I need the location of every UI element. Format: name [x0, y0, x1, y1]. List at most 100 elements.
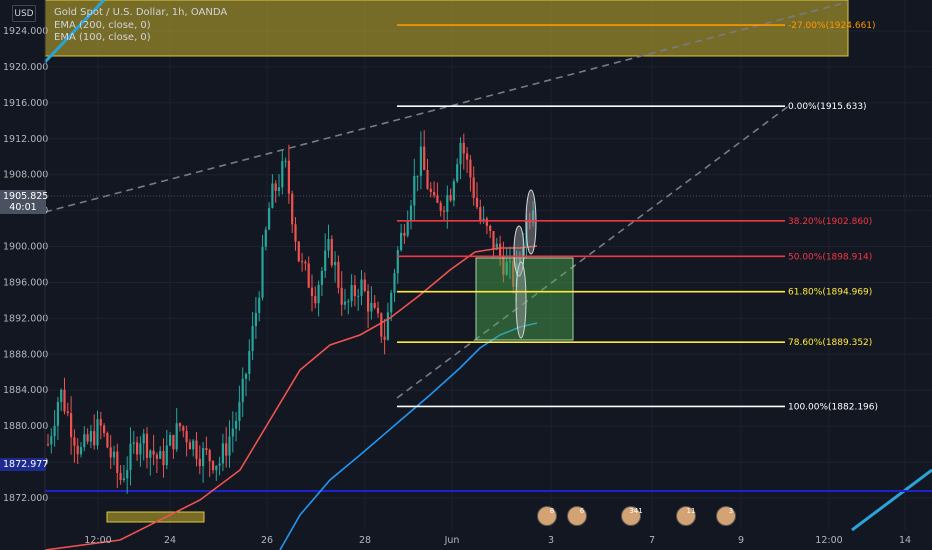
fibonacci-retracement[interactable]: -27.00%(1924.661) 0.00%(1915.633) 38.20%(1… — [397, 21, 878, 412]
candle-body — [343, 301, 347, 305]
candle-body — [155, 454, 158, 459]
candle-body — [475, 197, 479, 208]
candle-body — [485, 218, 488, 226]
candle-body — [472, 177, 475, 198]
candle-body — [235, 420, 238, 429]
fib-level-label: -27.00%(1924.661) — [788, 21, 876, 31]
candle-body — [169, 435, 172, 446]
highlight-ellipse-3 — [525, 189, 537, 255]
candle-body — [152, 450, 155, 455]
fib-level-label: 38.20%(1902.860) — [788, 217, 872, 227]
candle-body — [393, 273, 396, 293]
candle-body — [426, 169, 429, 189]
time-tick-label: 24 — [164, 535, 176, 546]
candle-body — [251, 326, 254, 352]
price-tick-label: 1920.000 — [3, 62, 48, 73]
candle-body — [172, 435, 175, 450]
event-flag-icon[interactable]: 11 — [676, 506, 696, 526]
chart-legend: Gold Spot / U.S. Dollar, 1h, OANDA EMA (… — [54, 7, 227, 45]
price-tick-label: 1888.000 — [3, 349, 48, 360]
ema-100-legend[interactable]: EMA (100, close, 0) — [54, 32, 151, 43]
candle-body — [466, 153, 469, 160]
candle-body — [297, 241, 300, 262]
candle-body — [238, 402, 241, 421]
fib-level-label: 78.60%(1889.352) — [788, 338, 872, 348]
candle-body — [208, 450, 211, 462]
candle-body — [53, 425, 56, 437]
price-tick-label: 1872.000 — [3, 493, 48, 504]
event-flag-icon[interactable]: 8 — [537, 506, 557, 526]
candle-body — [330, 239, 333, 266]
time-tick-label: Jun — [444, 535, 460, 546]
candle-body — [277, 187, 281, 191]
event-flag-icon[interactable]: 341 — [621, 506, 643, 526]
event-badge: 3 — [728, 507, 734, 515]
candle-body — [489, 225, 492, 231]
event-flag-icon[interactable]: 6 — [567, 506, 587, 526]
candle-body — [386, 312, 389, 340]
candle-body — [317, 284, 320, 304]
candle-body — [50, 436, 53, 445]
candle-body — [86, 434, 89, 442]
price-tick-label: 1924.000 — [3, 26, 48, 37]
candle-body — [505, 262, 508, 275]
candle-body — [396, 250, 399, 274]
candle-body — [376, 307, 380, 314]
candle-body — [60, 389, 63, 403]
currency-button[interactable]: USD — [12, 5, 36, 22]
candle-body — [340, 287, 343, 305]
candle-body — [327, 239, 330, 251]
candle-body — [502, 255, 505, 275]
candle-body — [106, 433, 109, 448]
candle-body — [373, 302, 376, 308]
candle-body — [337, 261, 340, 288]
candle-body — [79, 447, 83, 455]
candle-body — [449, 195, 452, 201]
candle-body — [182, 426, 185, 431]
candle-body — [195, 440, 198, 459]
ema-200-legend[interactable]: EMA (200, close, 0) — [54, 19, 151, 31]
candle-body — [129, 443, 132, 471]
lower-dashed-trendline — [396, 104, 791, 399]
candle-body — [248, 351, 251, 374]
candle-body — [433, 192, 436, 196]
candle-body — [518, 258, 521, 263]
candle-body — [244, 373, 248, 379]
candle-body — [314, 296, 317, 304]
candle-body — [360, 279, 363, 296]
candle-body — [142, 433, 145, 444]
candle-body — [492, 230, 495, 250]
candle-body — [442, 210, 446, 212]
candle-body — [264, 229, 267, 247]
candle-body — [413, 176, 416, 206]
event-flag-icon[interactable]: 3 — [716, 506, 736, 526]
candle-body — [188, 442, 191, 450]
highlight-ellipse-1 — [513, 225, 525, 277]
fib-level-label: 100.00%(1882.196) — [788, 402, 878, 412]
candle-body — [116, 451, 119, 473]
candle-body — [406, 221, 409, 236]
candle-body — [347, 301, 350, 303]
time-axis[interactable]: 12:00 24 26 28 Jun 3 7 9 12:00 14 — [84, 535, 911, 546]
symbol-title[interactable]: Gold Spot / U.S. Dollar, 1h, OANDA — [54, 7, 228, 18]
candle-body — [522, 247, 525, 259]
time-tick-label: 26 — [261, 535, 273, 546]
candle-body — [119, 472, 122, 481]
ema-100-line — [44, 245, 538, 550]
candle-body — [456, 164, 459, 182]
fib-level-label: 50.00%(1898.914) — [788, 252, 872, 262]
candle-body — [159, 451, 162, 459]
candle-body — [350, 285, 353, 302]
candle-body — [215, 465, 218, 471]
candle-body — [46, 444, 50, 446]
time-tick-label: 7 — [649, 535, 655, 546]
candle-body — [310, 287, 314, 297]
candle-body — [482, 218, 485, 221]
candle-body — [515, 262, 518, 287]
current-price-tag: 1905.825 40:01 — [0, 190, 48, 214]
price-tick-label: 1892.000 — [3, 313, 48, 324]
candle-body — [132, 442, 135, 444]
candle-body — [231, 428, 234, 437]
time-tick-label: 12:00 — [84, 535, 111, 546]
